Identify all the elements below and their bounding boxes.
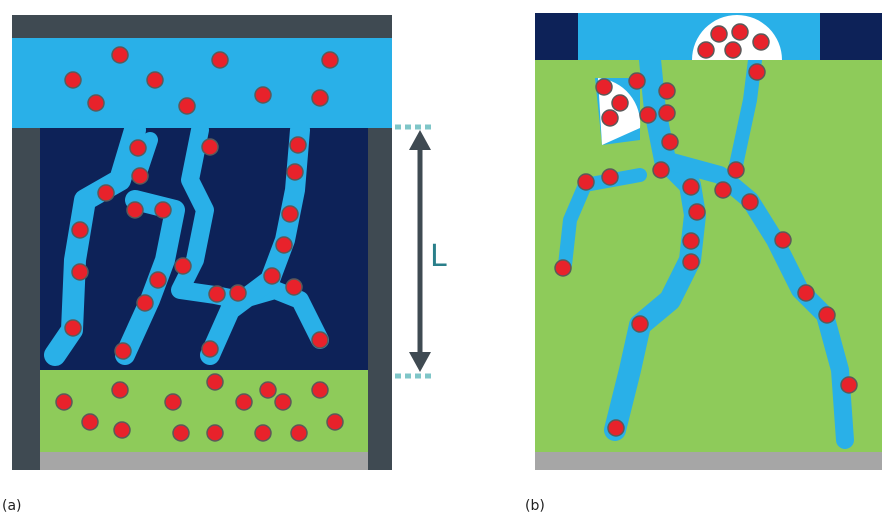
particle xyxy=(596,79,612,95)
panel-a: L (a) xyxy=(2,15,447,514)
particle xyxy=(612,95,628,111)
particle xyxy=(72,264,88,280)
particle xyxy=(322,52,338,68)
particle xyxy=(312,90,328,106)
particle xyxy=(841,377,857,393)
particle xyxy=(732,24,748,40)
particle xyxy=(202,139,218,155)
particle xyxy=(165,394,181,410)
particle xyxy=(212,52,228,68)
particle xyxy=(662,134,678,150)
particle xyxy=(127,202,143,218)
particle xyxy=(725,42,741,58)
particle xyxy=(260,382,276,398)
particle xyxy=(236,394,252,410)
particle xyxy=(65,72,81,88)
particle xyxy=(132,168,148,184)
base xyxy=(40,452,368,470)
particle xyxy=(115,343,131,359)
particle xyxy=(287,164,303,180)
particle xyxy=(683,179,699,195)
particle xyxy=(264,268,280,284)
particle xyxy=(659,83,675,99)
particle xyxy=(130,140,146,156)
particle xyxy=(207,374,223,390)
particle xyxy=(742,194,758,210)
particle xyxy=(555,260,571,276)
particle xyxy=(65,320,81,336)
particle xyxy=(175,258,191,274)
particle xyxy=(282,206,298,222)
particle xyxy=(150,272,166,288)
particle xyxy=(312,332,328,348)
particle xyxy=(137,295,153,311)
particle xyxy=(602,110,618,126)
particle xyxy=(659,105,675,121)
particle xyxy=(753,34,769,50)
wall xyxy=(368,128,392,470)
particle xyxy=(202,341,218,357)
particle xyxy=(112,47,128,63)
particle xyxy=(173,425,189,441)
particle xyxy=(749,64,765,80)
particle xyxy=(56,394,72,410)
mask xyxy=(535,13,578,60)
particle xyxy=(715,182,731,198)
panel-b: (b) xyxy=(525,13,882,514)
particle xyxy=(698,42,714,58)
particle xyxy=(207,425,223,441)
particle xyxy=(275,394,291,410)
substrate xyxy=(535,60,882,452)
particle xyxy=(689,204,705,220)
particle xyxy=(82,414,98,430)
particle xyxy=(775,232,791,248)
particle xyxy=(632,316,648,332)
particle xyxy=(602,169,618,185)
particle xyxy=(653,162,669,178)
dimension-label: L xyxy=(430,239,447,274)
particle xyxy=(608,420,624,436)
particle xyxy=(683,233,699,249)
particle xyxy=(286,279,302,295)
panel-label: (b) xyxy=(525,498,545,514)
panel-label: (a) xyxy=(2,498,22,514)
particle xyxy=(255,425,271,441)
particle xyxy=(312,382,328,398)
particle xyxy=(98,185,114,201)
particle xyxy=(819,307,835,323)
particle xyxy=(683,254,699,270)
particle xyxy=(728,162,744,178)
particle xyxy=(114,422,130,438)
particle xyxy=(209,286,225,302)
particle xyxy=(291,425,307,441)
particle xyxy=(255,87,271,103)
particle xyxy=(147,72,163,88)
particle xyxy=(155,202,171,218)
top-plate xyxy=(12,15,392,38)
particle xyxy=(290,137,306,153)
particle xyxy=(327,414,343,430)
figure: L (a) (b) xyxy=(0,0,885,518)
particle xyxy=(798,285,814,301)
particle xyxy=(230,285,246,301)
particle xyxy=(640,107,656,123)
particle xyxy=(179,98,195,114)
base xyxy=(535,452,882,470)
particle xyxy=(629,73,645,89)
particle xyxy=(112,382,128,398)
mask xyxy=(820,13,882,60)
wall xyxy=(12,128,40,470)
particle xyxy=(711,26,727,42)
particle xyxy=(88,95,104,111)
particle xyxy=(72,222,88,238)
particle xyxy=(276,237,292,253)
particle xyxy=(578,174,594,190)
